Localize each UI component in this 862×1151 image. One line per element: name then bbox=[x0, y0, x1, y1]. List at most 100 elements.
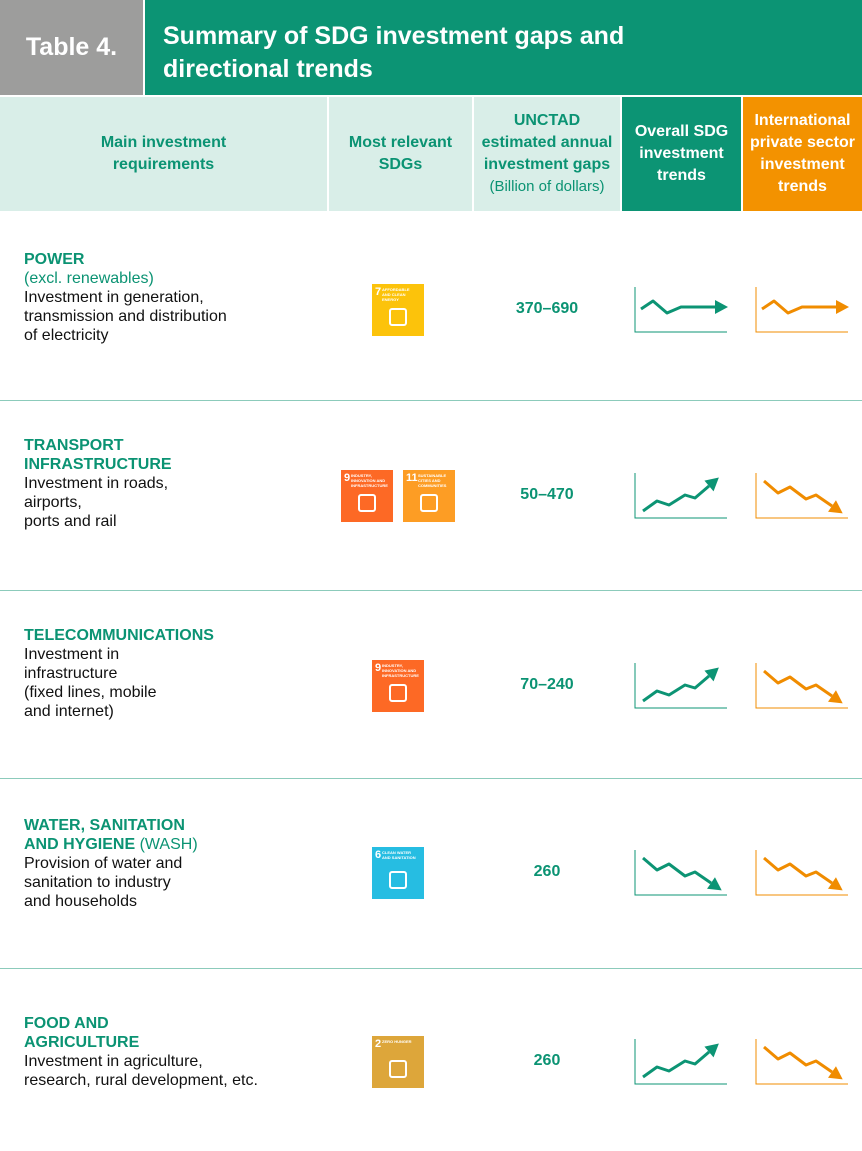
trend-line bbox=[761, 299, 836, 315]
trend-axis bbox=[755, 473, 848, 519]
trend-line bbox=[642, 856, 712, 885]
row-title-text: INFRASTRUCTURE bbox=[24, 456, 172, 473]
trend-icon bbox=[634, 473, 727, 519]
header-line: requirements bbox=[112, 156, 215, 173]
column-header: International private sector investment tre… bbox=[743, 97, 862, 211]
header-line: private sector bbox=[750, 134, 855, 151]
trend-icon bbox=[634, 287, 728, 333]
trend-icon bbox=[755, 850, 848, 896]
sdg-pictogram bbox=[389, 871, 407, 889]
trend-line bbox=[642, 484, 710, 513]
trend-icon bbox=[634, 663, 727, 709]
sdg-number: 11 bbox=[406, 472, 418, 484]
row-title-text: AND HYGIENE bbox=[24, 836, 136, 853]
row-description: Investment in agriculture, bbox=[24, 1053, 203, 1070]
trend-axis bbox=[634, 1039, 727, 1085]
row-description: airports, bbox=[24, 494, 82, 511]
trend-line bbox=[763, 669, 833, 698]
row-text: WATER, SANITATION AND HYGIENE (WASH) Provi… bbox=[24, 816, 324, 911]
row-description: Provision of water and bbox=[24, 855, 183, 872]
row-title-text: TELECOMMUNICATIONS bbox=[24, 627, 214, 644]
trend-arrowhead bbox=[836, 300, 849, 314]
trend-axis bbox=[634, 287, 727, 333]
row-description: (fixed lines, mobile bbox=[24, 684, 157, 701]
trend-arrowhead bbox=[828, 877, 843, 891]
trend-line bbox=[763, 856, 833, 885]
header-line: trends bbox=[657, 167, 706, 184]
trend-axis bbox=[634, 850, 727, 896]
row-title: FOOD AND bbox=[24, 1014, 324, 1033]
header-line: International bbox=[754, 112, 851, 129]
row-separator bbox=[0, 778, 862, 779]
row-description: transmission and distribution bbox=[24, 308, 227, 325]
row-description: and households bbox=[24, 893, 137, 910]
sdg-label: AFFORDABLE AND CLEAN ENERGY bbox=[382, 287, 410, 302]
row-title: POWER bbox=[24, 250, 324, 269]
investment-gap: 260 bbox=[533, 1052, 561, 1069]
row-text: POWER (excl. renewables) Investment in gen… bbox=[24, 250, 324, 345]
row-description: research, rural development, etc. bbox=[24, 1072, 258, 1089]
trend-arrowhead bbox=[704, 1043, 719, 1058]
row-description: ports and rail bbox=[24, 513, 117, 530]
title-box: Summary of SDG investment gaps and direc… bbox=[145, 0, 862, 95]
header-line: investment gaps bbox=[483, 156, 611, 173]
sdg-number: 6 bbox=[375, 849, 382, 861]
row-text: FOOD AND AGRICULTURE Investment in agricul… bbox=[24, 1014, 324, 1090]
sdg-icon: 11 SUSTAINABLE CITIES AND COMMUNITIES bbox=[403, 470, 455, 522]
sdg-pictogram bbox=[358, 494, 376, 512]
sdg-pictogram bbox=[389, 684, 407, 702]
sdg-label: CLEAN WATER AND SANITATION bbox=[382, 850, 416, 860]
sdg-pictogram bbox=[389, 1060, 407, 1078]
header-line: investment bbox=[639, 145, 724, 162]
trend-line bbox=[642, 674, 710, 703]
trend-icon bbox=[634, 1039, 727, 1085]
sdg-number: 2 bbox=[375, 1038, 382, 1050]
row-title-text: AGRICULTURE bbox=[24, 1034, 140, 1051]
row-title-text: TRANSPORT bbox=[24, 437, 124, 454]
row-description: and internet) bbox=[24, 703, 114, 720]
table-label: Table 4. bbox=[25, 33, 118, 61]
sdg-number: 7 bbox=[375, 286, 382, 298]
trend-icon bbox=[755, 1039, 848, 1085]
label-box: Table 4. bbox=[0, 0, 143, 95]
sdg-number: 9 bbox=[375, 662, 382, 674]
trend-arrowhead bbox=[828, 500, 843, 514]
sdg-number: 9 bbox=[344, 472, 351, 484]
row-title: TRANSPORT bbox=[24, 436, 324, 455]
column-header: Overall SDG investment trends bbox=[622, 97, 741, 211]
sdg-label: ZERO HUNGER bbox=[382, 1039, 412, 1044]
title-line: Summary of SDG investment gaps and bbox=[163, 22, 625, 50]
sdg-label: INDUSTRY, INNOVATION AND INFRASTRUCTURE bbox=[351, 473, 388, 488]
trend-axis bbox=[755, 287, 848, 333]
investment-gap: 260 bbox=[533, 863, 561, 880]
row-title-text: WATER, SANITATION bbox=[24, 817, 185, 834]
header-unit: (Billion of dollars) bbox=[489, 178, 605, 195]
trend-arrowhead bbox=[828, 1066, 843, 1080]
investment-gap: 50–470 bbox=[520, 486, 574, 503]
row-text: TRANSPORT INFRASTRUCTURE Investment in roa… bbox=[24, 436, 324, 531]
row-title: TELECOMMUNICATIONS bbox=[24, 626, 324, 645]
sdg-pictogram bbox=[420, 494, 438, 512]
row-description: Investment in bbox=[24, 646, 120, 663]
row-title: INFRASTRUCTURE bbox=[24, 455, 324, 474]
row-description: sanitation to industry bbox=[24, 874, 171, 891]
header-line: trends bbox=[778, 178, 827, 195]
sdg-label: SUSTAINABLE CITIES AND COMMUNITIES bbox=[418, 473, 447, 488]
trend-arrowhead bbox=[828, 690, 843, 704]
header-line: SDGs bbox=[378, 156, 423, 173]
row-title-text: POWER bbox=[24, 251, 85, 268]
trend-line bbox=[640, 299, 715, 315]
header-line: Main investment bbox=[100, 134, 227, 151]
trend-arrowhead bbox=[715, 300, 728, 314]
trend-line bbox=[763, 479, 833, 508]
header-line: Overall SDG bbox=[634, 123, 729, 140]
row-description: Investment in generation, bbox=[24, 289, 204, 306]
row-title-suffix: (WASH) bbox=[139, 836, 198, 853]
row-title: AND HYGIENE (WASH) bbox=[24, 835, 324, 854]
sdg-icon: 9 INDUSTRY, INNOVATION AND INFRASTRUCTURE bbox=[372, 660, 424, 712]
row-description: of electricity bbox=[24, 327, 109, 344]
row-separator bbox=[0, 590, 862, 591]
trend-line bbox=[763, 1045, 833, 1074]
column-header: Most relevant SDGs bbox=[329, 97, 472, 211]
row-note: (excl. renewables) bbox=[24, 270, 154, 287]
